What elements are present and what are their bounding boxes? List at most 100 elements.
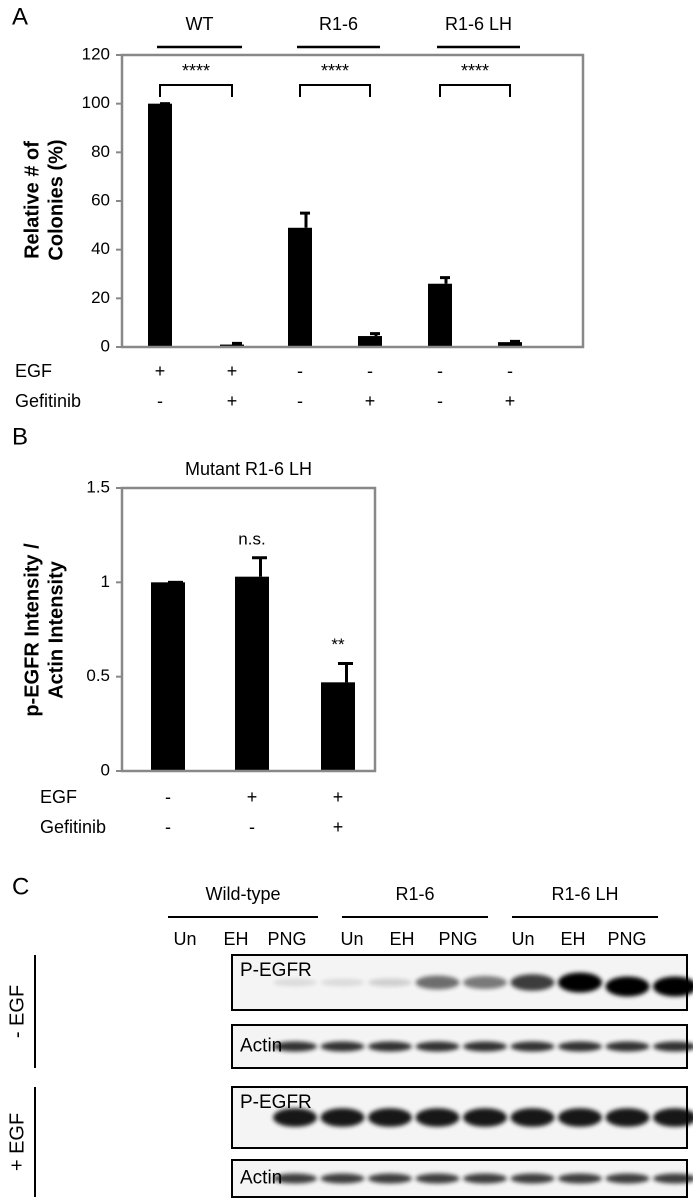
condition-mark: + bbox=[505, 391, 516, 411]
band bbox=[605, 1173, 650, 1184]
section-label: + EGF bbox=[6, 1113, 28, 1171]
band bbox=[368, 1108, 412, 1127]
lane-label: EH bbox=[223, 929, 248, 949]
row-label: Actin bbox=[240, 1168, 282, 1189]
band bbox=[558, 1041, 602, 1052]
y-tick-label: 1.5 bbox=[86, 477, 110, 496]
band bbox=[368, 1173, 412, 1184]
bar bbox=[428, 283, 452, 347]
group-label: Wild-type bbox=[205, 884, 280, 904]
condition-mark: + bbox=[155, 361, 166, 381]
band bbox=[273, 1041, 317, 1052]
annotation: n.s. bbox=[238, 529, 265, 548]
lane-label: EH bbox=[389, 929, 414, 949]
condition-mark: - bbox=[367, 361, 373, 381]
y-axis-label: p-EGFR Intensity / bbox=[21, 543, 43, 717]
band bbox=[320, 1041, 365, 1052]
lane-label: EH bbox=[560, 929, 585, 949]
bar bbox=[288, 227, 312, 347]
annotation: ** bbox=[331, 635, 345, 654]
y-tick-label: 60 bbox=[91, 190, 110, 209]
band bbox=[320, 1108, 365, 1127]
panel-label: A bbox=[12, 3, 28, 30]
section-label: - EGF bbox=[6, 985, 28, 1038]
condition-name: Gefitinib bbox=[40, 817, 106, 837]
plot-frame bbox=[120, 486, 377, 773]
lane-label: PNG bbox=[267, 929, 306, 949]
band bbox=[415, 975, 460, 990]
chart-title: Mutant R1-6 LH bbox=[185, 459, 312, 479]
condition-mark: + bbox=[333, 817, 344, 837]
y-axis-label: Relative # of bbox=[21, 141, 43, 259]
condition-mark: - bbox=[437, 391, 443, 411]
band bbox=[463, 976, 507, 989]
lane-label: PNG bbox=[607, 929, 646, 949]
y-tick-label: 20 bbox=[91, 288, 110, 307]
band bbox=[415, 1108, 460, 1127]
lane-label: Un bbox=[340, 929, 363, 949]
band bbox=[415, 1041, 460, 1052]
y-tick-label: 1 bbox=[101, 572, 110, 591]
lane-label: Un bbox=[173, 929, 196, 949]
condition-mark: - bbox=[157, 391, 163, 411]
y-axis-label: Colonies (%) bbox=[45, 139, 67, 260]
bar bbox=[358, 336, 382, 347]
condition-name: Gefitinib bbox=[15, 391, 81, 411]
condition-mark: + bbox=[247, 787, 258, 807]
y-axis-label: Actin Intensity bbox=[45, 560, 67, 699]
band bbox=[510, 1173, 555, 1184]
condition-mark: + bbox=[365, 391, 376, 411]
bar bbox=[151, 582, 185, 771]
significance-label: **** bbox=[182, 61, 210, 81]
panel-label: B bbox=[12, 423, 28, 450]
band bbox=[273, 1108, 317, 1127]
band bbox=[510, 1108, 555, 1127]
error-bar bbox=[510, 339, 520, 343]
band bbox=[273, 978, 317, 987]
band bbox=[463, 1173, 507, 1184]
band bbox=[605, 1041, 650, 1052]
condition-mark: - bbox=[165, 817, 171, 837]
band bbox=[558, 1173, 602, 1184]
y-tick-label: 120 bbox=[82, 44, 110, 63]
error-bar bbox=[338, 661, 353, 683]
error-bar bbox=[232, 341, 242, 345]
band bbox=[510, 1041, 555, 1052]
y-tick-label: 0 bbox=[101, 760, 110, 779]
y-tick-label: 100 bbox=[82, 93, 110, 112]
significance-label: **** bbox=[321, 61, 349, 81]
lane-label: PNG bbox=[438, 929, 477, 949]
lane-label: Un bbox=[511, 929, 534, 949]
band bbox=[368, 1041, 412, 1052]
band bbox=[273, 1173, 317, 1184]
band bbox=[653, 976, 693, 997]
condition-name: EGF bbox=[15, 361, 52, 381]
significance-bracket bbox=[159, 84, 233, 97]
plot-frame bbox=[120, 53, 585, 349]
y-tick-label: 40 bbox=[91, 239, 110, 258]
band bbox=[320, 1173, 365, 1184]
group-label: R1-6 LH bbox=[445, 14, 512, 34]
significance-bracket bbox=[439, 84, 511, 97]
y-tick-label: 0.5 bbox=[86, 666, 110, 685]
band bbox=[415, 1173, 460, 1184]
band bbox=[653, 1173, 693, 1184]
group-label: R1-6 LH bbox=[551, 884, 618, 904]
condition-mark: - bbox=[297, 361, 303, 381]
band bbox=[368, 978, 412, 987]
significance-label: **** bbox=[461, 61, 489, 81]
bar bbox=[321, 682, 355, 771]
condition-mark: + bbox=[227, 361, 238, 381]
bar bbox=[498, 342, 522, 347]
group-label: R1-6 bbox=[395, 884, 434, 904]
condition-mark: - bbox=[437, 361, 443, 381]
band bbox=[653, 1108, 693, 1127]
band bbox=[558, 972, 602, 993]
band bbox=[605, 976, 650, 997]
group-label: R1-6 bbox=[319, 14, 358, 34]
panel-label: C bbox=[12, 873, 29, 900]
error-bar bbox=[300, 211, 310, 228]
band bbox=[558, 1108, 602, 1127]
row-label: Actin bbox=[240, 1036, 282, 1057]
